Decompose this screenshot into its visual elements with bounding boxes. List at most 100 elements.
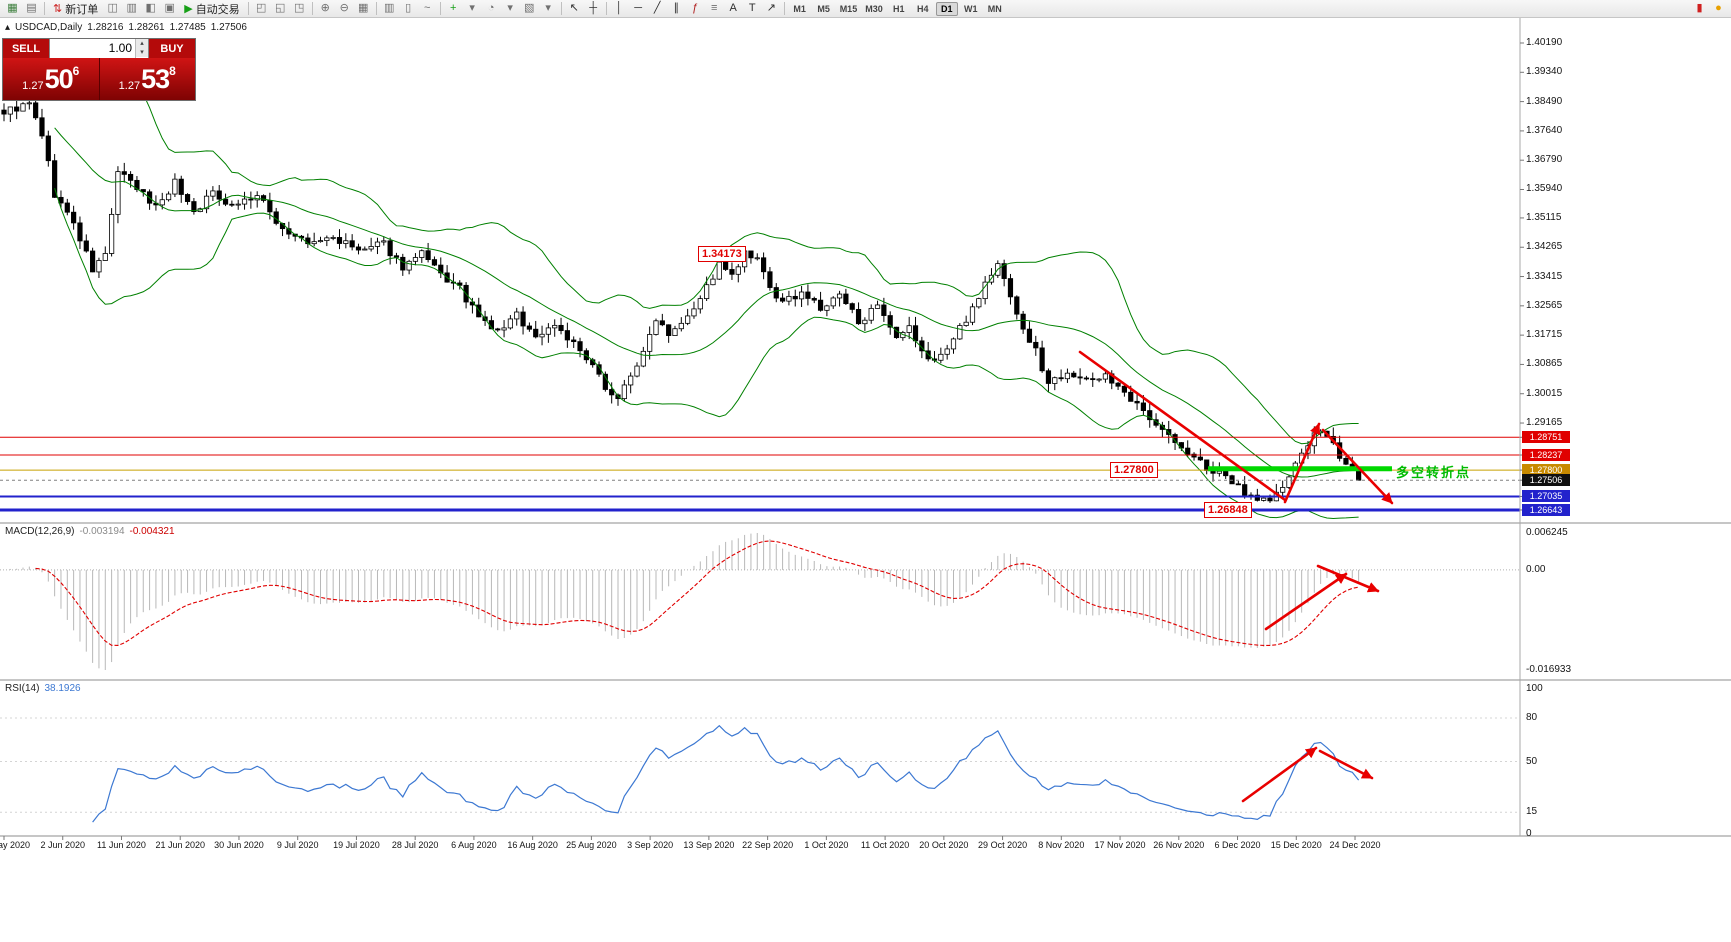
add-indicator-icon[interactable]: + — [449, 2, 457, 14]
timeframe-button-mn[interactable]: MN — [987, 3, 1002, 14]
indicator-dropdown-icon[interactable]: ▾ — [469, 2, 475, 14]
alert-red-icon[interactable]: ▮ — [1696, 2, 1703, 14]
channel-icon[interactable]: ∥ — [673, 2, 679, 14]
macd-trend-arrow[interactable] — [1316, 564, 1380, 593]
price-axis-label: 1.37640 — [1526, 124, 1563, 136]
tile-windows-icon[interactable]: ▦ — [357, 2, 369, 14]
news-yellow-icon[interactable]: ● — [1715, 2, 1722, 14]
zoom-in-icon[interactable]: ⊕ — [320, 2, 330, 14]
date-axis-label: 19 Jul 2020 — [333, 840, 380, 850]
new-chart-icon[interactable]: ▦ — [7, 2, 18, 14]
buy-price-button[interactable]: 1.27 53 8 — [100, 58, 196, 100]
vertical-line-icon[interactable]: │ — [615, 2, 623, 14]
price-badge: 1.27035 — [1522, 490, 1570, 503]
macd-trend-arrow[interactable] — [1264, 572, 1348, 631]
price-axis-label: 1.29165 — [1526, 417, 1563, 429]
sell-price-sup: 6 — [72, 64, 80, 78]
macd-signal-value: -0.004321 — [129, 526, 175, 537]
text-label-icon[interactable]: T — [748, 2, 756, 14]
price-axis-label: 1.30015 — [1526, 387, 1563, 399]
autotrading-button[interactable]: ▶ 自动交易 — [179, 1, 244, 16]
one-click-prices: 1.27 50 6 1.27 53 8 — [3, 58, 195, 100]
timeframe-button-m1[interactable]: M1 — [793, 3, 806, 14]
ohlc-open: 1.28216 — [87, 22, 124, 33]
zoom-out-icon[interactable]: ⊖ — [339, 2, 349, 14]
text-icon[interactable]: A — [729, 2, 737, 14]
rsi-line — [92, 724, 1360, 823]
price-trend-arrow[interactable] — [1321, 428, 1394, 505]
timeframe-button-h1[interactable]: H1 — [892, 3, 905, 14]
bar-chart-icon[interactable]: ▥ — [383, 2, 395, 14]
price-axis-label: 1.33415 — [1526, 270, 1563, 282]
lot-size-field[interactable]: 1.00 ▴ ▾ — [49, 39, 149, 58]
rsi-trend-arrow[interactable] — [1318, 749, 1374, 780]
macd-signal-line — [35, 540, 1359, 647]
date-axis-label: 3 Sep 2020 — [627, 840, 674, 850]
timeframe-button-h4[interactable]: H4 — [916, 3, 929, 14]
sell-button[interactable]: SELL — [11, 42, 41, 55]
trendline-icon[interactable]: ╱ — [653, 2, 661, 14]
price-trend-arrow[interactable] — [1283, 422, 1321, 504]
one-click-trading-panel: SELL 1.00 ▴ ▾ BUY 1.27 50 6 1.27 53 8 — [2, 38, 196, 101]
price-badge: 1.28237 — [1522, 449, 1570, 462]
crosshair-icon[interactable]: ┼ — [589, 2, 598, 14]
rsi-trend-arrow[interactable] — [1241, 746, 1318, 803]
timeframe-button-m30[interactable]: M30 — [865, 3, 883, 14]
toolbar-separator — [375, 2, 377, 15]
lot-size-value[interactable]: 1.00 — [108, 41, 132, 55]
period-icon[interactable]: ◔ — [487, 2, 495, 14]
lot-increase-button[interactable]: ▴ — [136, 39, 148, 48]
new-order-button-label: 新订单 — [65, 3, 99, 16]
navigator-icon[interactable]: ◧ — [145, 2, 156, 14]
profiles-icon[interactable]: ▤ — [26, 2, 37, 14]
candlestick-chart-icon[interactable]: ▯ — [405, 2, 412, 14]
terminal-icon[interactable]: ▣ — [164, 2, 175, 14]
price-axis-label: 1.35115 — [1526, 211, 1562, 223]
date-axis-label: 26 Nov 2020 — [1153, 840, 1205, 850]
one-click-collapse-icon[interactable]: ▴ — [5, 22, 11, 33]
market-watch-icon[interactable]: ▥ — [126, 2, 137, 14]
date-axis-label: 28 Jul 2020 — [391, 840, 439, 850]
line-chart-icon[interactable]: ~ — [423, 2, 431, 14]
rsi-name: RSI(14) — [5, 683, 40, 694]
buy-price-prefix: 1.27 — [118, 80, 141, 92]
toolbar-separator — [560, 2, 562, 15]
timeframe-button-w1[interactable]: W1 — [963, 3, 978, 14]
date-axis-label: 15 Dec 2020 — [1270, 840, 1322, 850]
cursor-icon[interactable]: ↖ — [569, 2, 579, 14]
price-annotation-label: 1.34173 — [698, 246, 746, 262]
chart-windows-icon[interactable]: ◫ — [107, 2, 118, 14]
toolbar-separator — [44, 2, 45, 15]
timeframe-button-m5[interactable]: M5 — [817, 3, 830, 14]
template-icon[interactable]: ▧ — [523, 2, 535, 14]
toolbar-separator — [311, 2, 313, 15]
price-badge: 1.27506 — [1522, 474, 1570, 487]
date-axis-label: 29 Oct 2020 — [978, 840, 1028, 850]
rsi-axis-label: 50 — [1526, 755, 1538, 767]
shapes-icon[interactable]: ≡ — [710, 2, 718, 14]
new-order-button[interactable]: ⇅ 新订单 — [48, 1, 103, 16]
autotrading-button-label: 自动交易 — [195, 3, 240, 16]
sell-price-button[interactable]: 1.27 50 6 — [3, 58, 100, 100]
period-dropdown-icon[interactable]: ▾ — [507, 2, 513, 14]
bollinger-middle — [54, 127, 1359, 478]
tile-vertically-icon[interactable]: ◳ — [293, 2, 305, 14]
lot-decrease-button[interactable]: ▾ — [136, 48, 148, 57]
main-toolbar: ▦ ▤ ⇅ 新订单 ◫ ▥ ◧ ▣ ▶ 自动交易 ◰ ◱ ◳ ⊕ ⊖ ▦ ▥ ▯ ~ + ▾ ◔ ▾ ▧ ▾ ↖ ┼ │ ─ ╱ ∥ ƒ ≡ A T… — [0, 0, 1731, 18]
timeframe-button-d1[interactable]: D1 — [935, 1, 958, 16]
macd-histogram — [9, 533, 1360, 671]
date-axis-label: 21 Jun 2020 — [155, 840, 205, 850]
horizontal-line-icon[interactable]: ─ — [634, 2, 643, 14]
timeframe-button-m15[interactable]: M15 — [839, 3, 858, 14]
buy-button[interactable]: BUY — [160, 42, 184, 55]
arrows-tool-icon[interactable]: ↗ — [766, 2, 776, 14]
tile-horizontally-icon[interactable]: ◱ — [274, 2, 286, 14]
fibonacci-icon[interactable]: ƒ — [692, 2, 699, 14]
price-axis-label: 1.38490 — [1526, 95, 1563, 107]
price-annotation-label: 1.26848 — [1204, 502, 1252, 518]
toolbar-separator — [247, 2, 249, 15]
cascade-windows-icon[interactable]: ◰ — [255, 2, 267, 14]
price-trend-arrow[interactable] — [1078, 350, 1287, 502]
template-dropdown-icon[interactable]: ▾ — [545, 2, 551, 14]
